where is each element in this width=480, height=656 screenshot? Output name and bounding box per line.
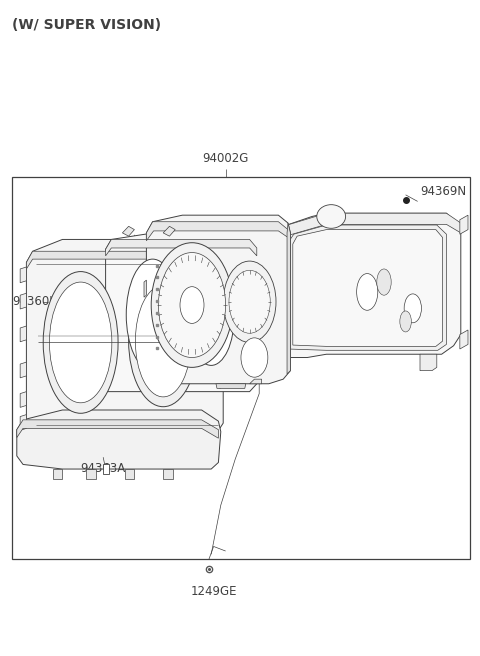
Polygon shape (163, 226, 175, 236)
Polygon shape (26, 239, 223, 440)
Text: (W/ SUPER VISION): (W/ SUPER VISION) (12, 18, 161, 32)
Ellipse shape (49, 282, 112, 403)
Ellipse shape (188, 267, 234, 365)
Ellipse shape (129, 276, 198, 407)
Ellipse shape (180, 287, 204, 323)
Polygon shape (20, 326, 26, 342)
Polygon shape (220, 369, 227, 388)
Polygon shape (86, 469, 96, 479)
Polygon shape (270, 251, 276, 281)
Polygon shape (20, 415, 26, 430)
Text: 94120A: 94120A (144, 255, 190, 268)
Text: 94363A: 94363A (81, 462, 126, 476)
Polygon shape (103, 464, 109, 474)
Ellipse shape (241, 338, 268, 377)
Polygon shape (20, 267, 26, 283)
Text: 94369N: 94369N (420, 185, 466, 198)
Polygon shape (20, 293, 26, 309)
Polygon shape (163, 469, 173, 479)
Polygon shape (420, 354, 437, 371)
Polygon shape (146, 215, 290, 384)
Polygon shape (20, 362, 26, 378)
Polygon shape (287, 223, 290, 374)
Text: 94002G: 94002G (203, 152, 249, 165)
Ellipse shape (357, 274, 378, 310)
Ellipse shape (151, 243, 233, 367)
Text: 94360H: 94360H (12, 295, 58, 308)
Polygon shape (122, 226, 134, 236)
Polygon shape (20, 392, 26, 407)
Polygon shape (158, 387, 170, 396)
Ellipse shape (404, 294, 421, 323)
Polygon shape (17, 410, 221, 469)
Ellipse shape (400, 311, 411, 332)
Polygon shape (146, 222, 288, 241)
Text: 1249GE: 1249GE (191, 585, 237, 598)
Polygon shape (220, 271, 227, 290)
Polygon shape (293, 230, 443, 346)
Polygon shape (106, 233, 257, 392)
Polygon shape (276, 213, 461, 358)
Ellipse shape (229, 270, 270, 333)
Polygon shape (144, 280, 146, 297)
Polygon shape (17, 420, 218, 438)
Polygon shape (106, 239, 257, 256)
Ellipse shape (126, 259, 179, 371)
Polygon shape (26, 251, 221, 269)
Polygon shape (460, 330, 468, 349)
Ellipse shape (135, 285, 191, 397)
Polygon shape (276, 213, 461, 244)
Bar (12, 177, 470, 559)
Ellipse shape (223, 261, 276, 342)
Ellipse shape (317, 205, 346, 228)
Polygon shape (250, 379, 262, 384)
Ellipse shape (158, 253, 226, 358)
Ellipse shape (43, 272, 118, 413)
Polygon shape (125, 469, 134, 479)
Polygon shape (216, 384, 246, 388)
Ellipse shape (377, 269, 391, 295)
Polygon shape (53, 469, 62, 479)
Polygon shape (460, 215, 468, 234)
Polygon shape (288, 225, 446, 350)
